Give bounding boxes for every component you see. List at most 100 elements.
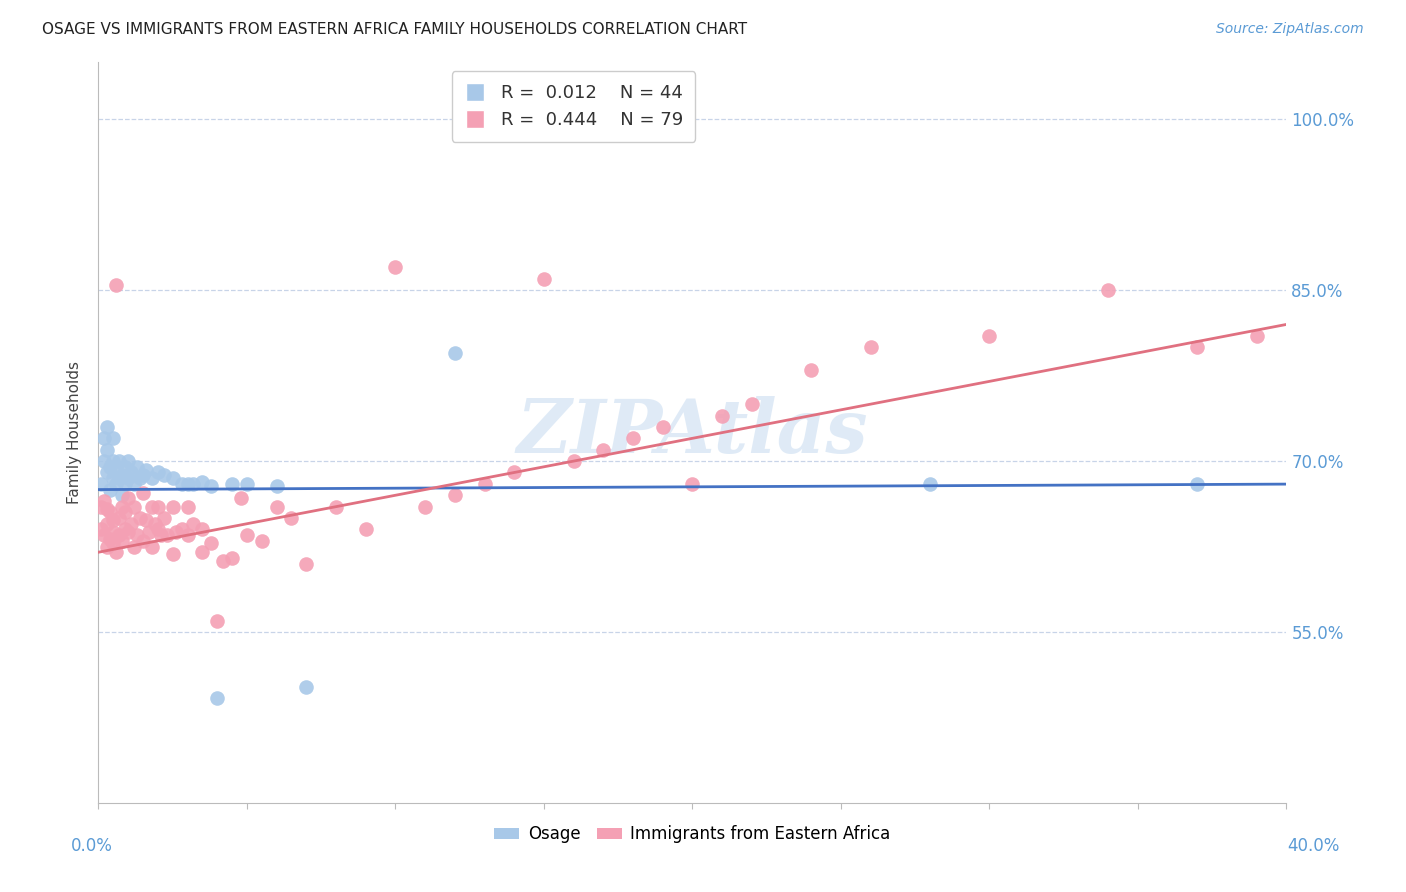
Point bbox=[96, 540, 118, 554]
Point bbox=[103, 536, 125, 550]
Point bbox=[90, 523, 112, 537]
Point bbox=[533, 272, 555, 286]
Point bbox=[103, 454, 125, 468]
Point bbox=[98, 483, 121, 497]
Y-axis label: Family Households: Family Households bbox=[67, 361, 83, 504]
Point bbox=[90, 500, 112, 514]
Point bbox=[236, 476, 259, 491]
Point bbox=[105, 459, 128, 474]
Point bbox=[96, 502, 118, 516]
Point bbox=[117, 491, 139, 505]
Point bbox=[117, 524, 139, 539]
Point bbox=[503, 466, 526, 480]
Point bbox=[191, 545, 214, 559]
Point bbox=[920, 476, 942, 491]
Point bbox=[621, 431, 644, 445]
Point bbox=[103, 431, 125, 445]
Point bbox=[681, 476, 703, 491]
Point bbox=[120, 466, 142, 480]
Point bbox=[114, 459, 136, 474]
Point bbox=[170, 476, 193, 491]
Point bbox=[114, 505, 136, 519]
Text: 40.0%: 40.0% bbox=[1286, 837, 1340, 855]
Point bbox=[122, 500, 145, 514]
Point bbox=[651, 420, 673, 434]
Text: ZIPAtlas: ZIPAtlas bbox=[516, 396, 869, 469]
Text: 0.0%: 0.0% bbox=[70, 837, 112, 855]
Point bbox=[93, 528, 115, 542]
Point bbox=[98, 459, 121, 474]
Point bbox=[354, 523, 377, 537]
Point bbox=[96, 442, 118, 457]
Text: Source: ZipAtlas.com: Source: ZipAtlas.com bbox=[1216, 22, 1364, 37]
Point bbox=[413, 500, 436, 514]
Point bbox=[152, 511, 174, 525]
Point bbox=[156, 528, 179, 542]
Point bbox=[103, 524, 125, 539]
Point bbox=[859, 340, 882, 354]
Point bbox=[205, 614, 228, 628]
Point bbox=[90, 476, 112, 491]
Point bbox=[125, 528, 148, 542]
Point bbox=[191, 475, 214, 489]
Point bbox=[162, 471, 184, 485]
Point bbox=[162, 500, 184, 514]
Point bbox=[105, 476, 128, 491]
Point bbox=[562, 454, 585, 468]
Point bbox=[176, 500, 198, 514]
Point bbox=[141, 471, 163, 485]
Point bbox=[103, 471, 125, 485]
Point bbox=[132, 486, 155, 500]
Point bbox=[129, 511, 152, 525]
Point bbox=[152, 467, 174, 482]
Point bbox=[200, 479, 222, 493]
Point bbox=[266, 479, 288, 493]
Point bbox=[111, 500, 134, 514]
Point bbox=[114, 476, 136, 491]
Point bbox=[111, 488, 134, 502]
Point bbox=[117, 454, 139, 468]
Point bbox=[1187, 340, 1209, 354]
Point bbox=[141, 540, 163, 554]
Point bbox=[111, 533, 134, 548]
Point bbox=[132, 533, 155, 548]
Legend: Osage, Immigrants from Eastern Africa: Osage, Immigrants from Eastern Africa bbox=[488, 819, 897, 850]
Point bbox=[125, 459, 148, 474]
Point bbox=[96, 516, 118, 531]
Point bbox=[108, 454, 131, 468]
Point bbox=[149, 528, 172, 542]
Point bbox=[741, 397, 763, 411]
Point bbox=[138, 524, 160, 539]
Point bbox=[146, 523, 169, 537]
Point bbox=[176, 528, 198, 542]
Point bbox=[132, 467, 155, 482]
Point bbox=[229, 491, 252, 505]
Point bbox=[295, 557, 318, 571]
Point bbox=[108, 511, 131, 525]
Point bbox=[474, 476, 496, 491]
Point bbox=[108, 528, 131, 542]
Point bbox=[280, 511, 302, 525]
Point bbox=[93, 431, 115, 445]
Point bbox=[1246, 328, 1268, 343]
Point bbox=[325, 500, 347, 514]
Point bbox=[176, 476, 198, 491]
Point bbox=[183, 476, 205, 491]
Point bbox=[122, 540, 145, 554]
Point bbox=[443, 346, 465, 360]
Point bbox=[221, 550, 243, 565]
Point bbox=[117, 471, 139, 485]
Point bbox=[200, 536, 222, 550]
Point bbox=[135, 463, 157, 477]
Point bbox=[141, 500, 163, 514]
Point bbox=[122, 476, 145, 491]
Point bbox=[1187, 476, 1209, 491]
Point bbox=[98, 505, 121, 519]
Point bbox=[108, 471, 131, 485]
Point bbox=[165, 524, 187, 539]
Point bbox=[183, 516, 205, 531]
Point bbox=[135, 513, 157, 527]
Point bbox=[250, 533, 273, 548]
Point bbox=[236, 528, 259, 542]
Point bbox=[711, 409, 734, 423]
